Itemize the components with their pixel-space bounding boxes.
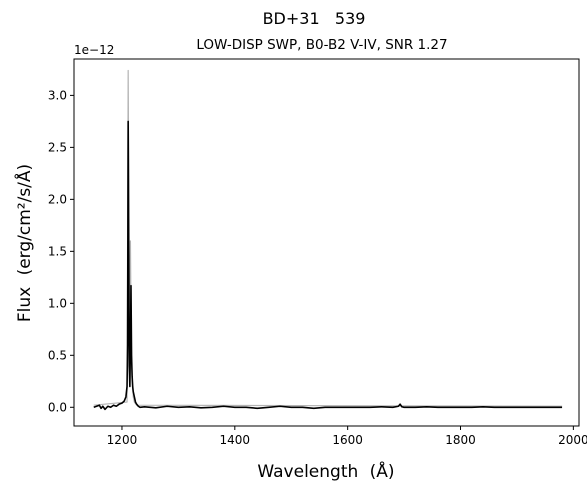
y-offset-label: 1e−12 — [74, 43, 114, 57]
y-tick-label: 2.0 — [48, 192, 67, 206]
y-axis-label: Flux (erg/cm²/s/Å) — [13, 164, 35, 322]
x-tick-label: 1200 — [107, 433, 138, 447]
chart-subtitle: LOW-DISP SWP, B0-B2 V-IV, SNR 1.27 — [196, 37, 447, 53]
y-tick-label: 1.5 — [48, 244, 67, 258]
ticks-layer: 1200 1400 1600 1800 2000 0.0 0.5 1.0 1.5 2.0 2.5 3.… — [48, 88, 587, 447]
flux-series-line — [93, 120, 563, 411]
y-tick-label: 0.0 — [48, 400, 67, 414]
error-series-line — [93, 69, 563, 407]
chart-title: BD+31 539 — [263, 9, 366, 28]
x-tick-label: 1600 — [332, 433, 363, 447]
x-tick-label: 1400 — [220, 433, 251, 447]
plot-frame — [73, 58, 580, 427]
x-tick-label: 1800 — [445, 433, 476, 447]
y-axis-label-text: Flux — [15, 287, 35, 322]
x-axis-label-text: Wavelength — [257, 462, 358, 482]
x-axis-label-unit: (Å) — [370, 460, 395, 482]
x-axis-label: Wavelength (Å) — [257, 460, 394, 482]
y-tick-label: 3.0 — [48, 88, 67, 102]
x-tick-label: 2000 — [558, 433, 587, 447]
y-tick-label: 1.0 — [48, 296, 67, 310]
y-tick-label: 0.5 — [48, 348, 67, 362]
y-axis-label-unit: (erg/cm²/s/Å) — [13, 164, 35, 276]
series-layer — [93, 69, 563, 411]
y-tick-label: 2.5 — [48, 140, 67, 154]
